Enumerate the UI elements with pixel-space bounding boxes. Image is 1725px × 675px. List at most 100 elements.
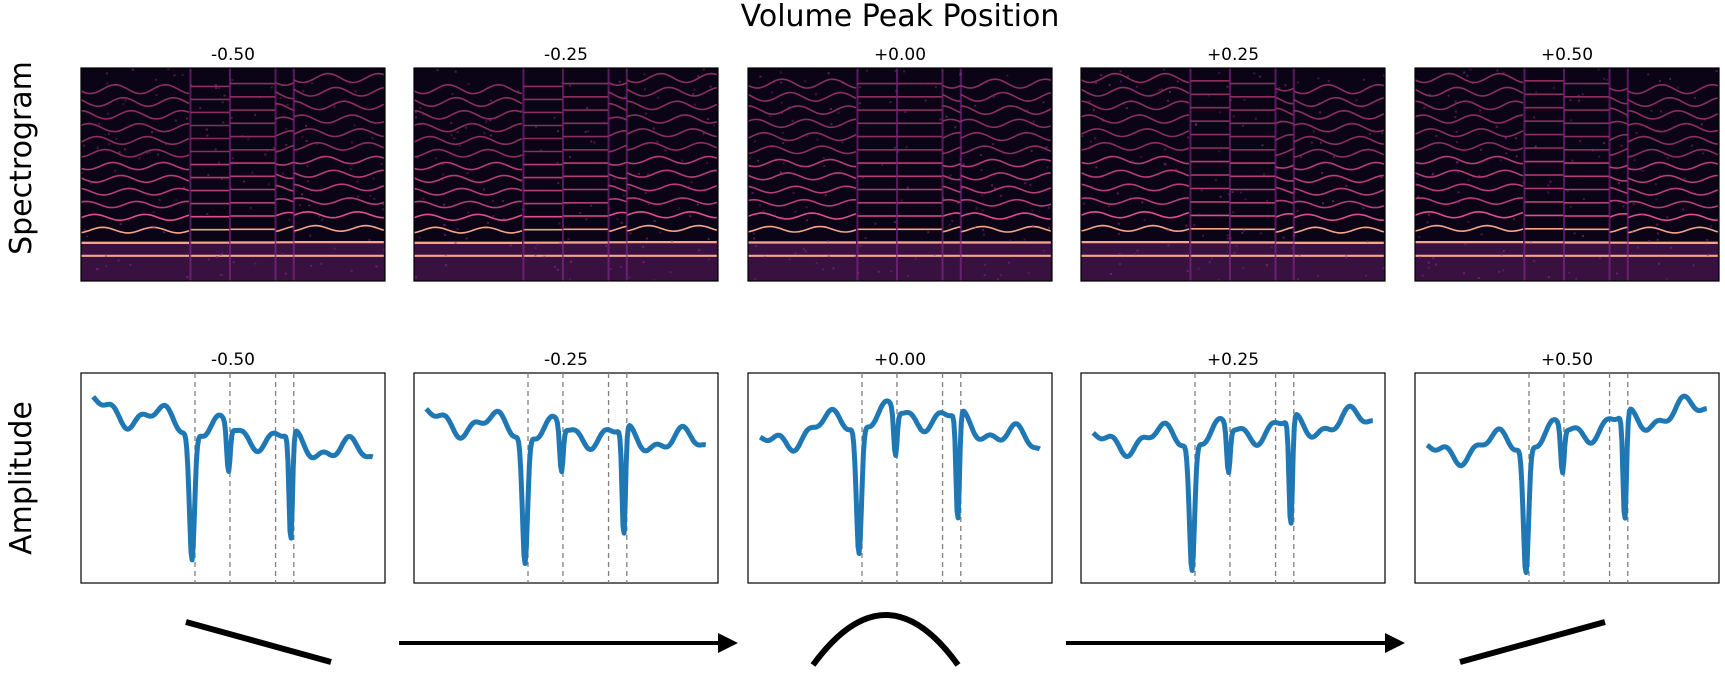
spectrogram-harmonic bbox=[1293, 187, 1385, 196]
spectrogram-harmonic bbox=[1627, 135, 1718, 146]
spectrogram-noise bbox=[181, 73, 184, 76]
spectrogram-frame bbox=[747, 67, 1053, 282]
spectrogram-harmonic bbox=[1275, 133, 1294, 141]
spectrogram-noise bbox=[560, 82, 563, 85]
spectrogram-noise bbox=[954, 126, 957, 129]
spectrogram-noise bbox=[1134, 253, 1137, 256]
spectrogram-noise bbox=[1598, 155, 1601, 158]
spectrogram-noise bbox=[444, 233, 447, 236]
spectrogram-noise bbox=[1669, 77, 1672, 80]
spectrogram-noise bbox=[1362, 78, 1365, 81]
spectrogram-noise bbox=[152, 226, 155, 229]
spectrogram-harmonic bbox=[942, 185, 961, 193]
spectrogram-noise bbox=[155, 162, 158, 165]
spectrogram-harmonic bbox=[942, 162, 961, 168]
amplitude-panel-title: -0.50 bbox=[211, 350, 255, 370]
spectrogram-noise bbox=[167, 68, 170, 71]
spectrogram-noise bbox=[780, 101, 783, 104]
spectrogram-noise bbox=[414, 111, 417, 114]
spectrogram-noise bbox=[939, 118, 942, 121]
spectrogram-harmonic bbox=[275, 225, 294, 233]
spectrogram-noise bbox=[247, 138, 250, 141]
spectrogram-frame bbox=[80, 67, 386, 282]
spectrogram-harmonic bbox=[1081, 210, 1190, 219]
spectrogram-noise bbox=[1232, 211, 1235, 214]
spectrogram-noise bbox=[371, 137, 374, 140]
envelope-glyph-arch bbox=[810, 612, 961, 667]
spectrogram-noise bbox=[1101, 119, 1104, 122]
amplitude-line bbox=[1425, 393, 1709, 575]
spectrogram-noise bbox=[1319, 111, 1322, 114]
spectrogram-noise bbox=[1100, 74, 1103, 77]
spectrogram-noise bbox=[1219, 111, 1222, 114]
spectrogram-noise bbox=[1006, 74, 1009, 77]
spectrogram-noise bbox=[249, 206, 252, 209]
spectrogram-noise bbox=[383, 248, 385, 251]
spectrogram-noise bbox=[1683, 177, 1686, 180]
spectrogram-noise bbox=[1382, 267, 1385, 270]
spectrogram-noise bbox=[618, 80, 621, 83]
spectrogram-noise bbox=[1345, 256, 1348, 259]
spectrogram-harmonic bbox=[275, 211, 294, 217]
spectrogram-noise bbox=[752, 232, 755, 235]
spectrogram-noise bbox=[841, 141, 844, 144]
spectrogram-noise bbox=[163, 231, 166, 234]
spectrogram-harmonic bbox=[1609, 87, 1628, 92]
spectrogram-harmonic bbox=[1609, 213, 1628, 218]
spectrogram-noise bbox=[788, 258, 791, 261]
spectrogram-noise bbox=[1504, 137, 1507, 140]
spectrogram-harmonic bbox=[293, 141, 385, 151]
spectrogram-noise bbox=[1570, 119, 1573, 122]
spectrogram-noise bbox=[956, 201, 959, 204]
spectrogram-noise bbox=[467, 83, 470, 86]
spectrogram-noise bbox=[232, 162, 235, 165]
spectrogram-harmonic bbox=[1293, 135, 1384, 146]
spectrogram-noise bbox=[1024, 182, 1027, 185]
spectrogram-harmonic bbox=[608, 211, 627, 217]
spectrogram-noise bbox=[567, 238, 570, 241]
spectrogram-noise bbox=[1469, 68, 1472, 71]
spectrogram-noise bbox=[1263, 109, 1266, 112]
spectrogram-noise bbox=[1706, 238, 1709, 241]
spectrogram-noise bbox=[997, 278, 1000, 281]
spectrogram-noise bbox=[690, 181, 693, 184]
spectrogram-harmonic bbox=[942, 146, 961, 155]
spectrogram-harmonic bbox=[626, 128, 717, 138]
spectrogram-background bbox=[1081, 68, 1385, 281]
spectrogram-noise bbox=[559, 242, 562, 245]
spectrogram-noise bbox=[982, 228, 985, 231]
spectrogram-noise bbox=[492, 199, 495, 202]
spectrogram-noise bbox=[231, 79, 234, 82]
spectrogram-noise bbox=[158, 199, 161, 202]
spectrogram-noise bbox=[579, 212, 582, 215]
spectrogram-noise bbox=[1480, 233, 1483, 236]
spectrogram-noise bbox=[830, 123, 833, 126]
spectrogram-noise bbox=[220, 178, 223, 181]
spectrogram-noise bbox=[805, 134, 808, 137]
spectrogram-noise bbox=[832, 267, 835, 270]
spectrogram-harmonic bbox=[626, 72, 718, 84]
spectrogram-noise bbox=[681, 159, 684, 162]
spectrogram-noise bbox=[1423, 107, 1426, 110]
spectrogram-noise bbox=[124, 148, 127, 151]
spectrogram-harmonic bbox=[1627, 174, 1718, 184]
spectrogram-noise bbox=[318, 215, 321, 218]
spectrogram-noise bbox=[1265, 264, 1268, 267]
spectrogram-noise bbox=[1141, 201, 1144, 204]
spectrogram-noise bbox=[854, 255, 857, 258]
spectrogram-noise bbox=[1515, 155, 1518, 158]
spectrogram-noise bbox=[620, 221, 623, 224]
spectrogram-background bbox=[748, 68, 1052, 281]
spectrogram-noise bbox=[1031, 209, 1034, 212]
spectrogram-noise bbox=[1552, 86, 1555, 89]
spectrogram-noise bbox=[89, 182, 92, 185]
spectrogram-noise bbox=[981, 194, 984, 197]
spectrogram-noise bbox=[782, 162, 785, 165]
spectrogram-harmonic bbox=[1293, 226, 1385, 234]
spectrogram-noise bbox=[1139, 155, 1142, 158]
spectrogram-noise bbox=[146, 151, 149, 154]
spectrogram-noise bbox=[306, 180, 309, 183]
spectrogram-noise bbox=[961, 187, 964, 190]
spectrogram-harmonic bbox=[1627, 96, 1719, 108]
spectrogram-harmonic bbox=[1627, 148, 1719, 158]
